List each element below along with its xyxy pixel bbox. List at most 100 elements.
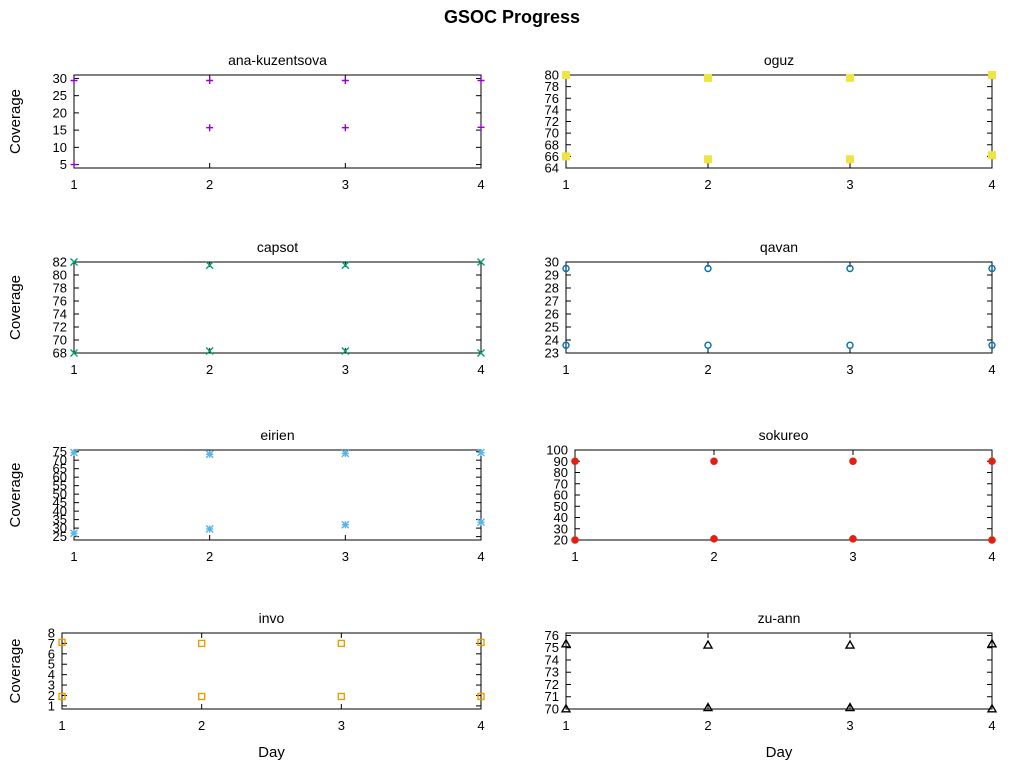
subplot-title: ana-kuzentsova [228, 52, 327, 68]
data-point-marker [846, 73, 854, 82]
y-tick-label: 30 [554, 521, 568, 536]
data-point-marker [560, 638, 572, 648]
data-point-marker [70, 529, 78, 538]
x-axis-label: Day [766, 744, 793, 761]
data-point-marker [562, 71, 570, 79]
x-tick-label: 3 [342, 549, 349, 564]
y-tick-label: 20 [554, 533, 568, 548]
data-point-marker [477, 518, 485, 527]
y-tick-label: 90 [554, 454, 568, 469]
y-tick-label: 76 [545, 628, 559, 643]
data-point-marker [702, 702, 714, 712]
x-tick-label: 2 [704, 718, 711, 733]
x-tick-label: 2 [206, 177, 213, 192]
plot-border [565, 632, 993, 710]
y-tick-label: 75 [545, 640, 559, 655]
x-tick-label: 2 [710, 549, 717, 564]
data-point-marker [704, 155, 712, 164]
data-point-marker [477, 448, 485, 457]
y-tick-label: 72 [53, 320, 67, 335]
data-point-marker [205, 524, 214, 533]
y-tick-label: 27 [545, 294, 559, 309]
plot-border [61, 632, 482, 710]
y-tick-label: 29 [545, 268, 559, 283]
x-tick-label: 4 [477, 718, 484, 733]
data-point-marker [70, 77, 78, 85]
x-tick-label: 3 [846, 718, 853, 733]
x-tick-label: 3 [849, 549, 856, 564]
x-tick-label: 1 [562, 718, 569, 733]
y-tick-label: 5 [48, 657, 55, 672]
data-point-marker [337, 692, 346, 701]
data-point-marker [206, 77, 214, 85]
y-tick-label: 28 [545, 281, 559, 296]
y-tick-label: 73 [545, 665, 559, 680]
data-point-marker [988, 341, 996, 349]
x-tick-label: 1 [58, 718, 65, 733]
y-tick-label: 25 [545, 320, 559, 335]
data-point-marker [562, 341, 570, 349]
y-tick-label: 80 [53, 268, 67, 283]
subplot-title: eirien [260, 427, 294, 443]
y-tick-label: 75 [53, 444, 67, 459]
data-point-marker [70, 349, 78, 357]
x-tick-label: 1 [70, 362, 77, 377]
data-point-marker [849, 457, 857, 466]
x-tick-label: 3 [846, 177, 853, 192]
y-tick-label: 70 [554, 476, 568, 491]
x-tick-label: 2 [704, 362, 711, 377]
y-tick-label: 70 [545, 702, 559, 717]
y-tick-label: 2 [48, 688, 55, 703]
plot-border [73, 74, 482, 169]
data-point-marker [844, 702, 856, 712]
data-point-marker [477, 77, 485, 85]
data-point-marker [341, 347, 350, 356]
data-point-marker [988, 536, 996, 544]
x-tick-label: 4 [477, 362, 484, 377]
data-point-marker [849, 535, 857, 543]
data-point-marker [704, 73, 712, 82]
x-tick-label: 3 [342, 362, 349, 377]
data-point-marker [846, 155, 854, 164]
data-point-marker [988, 151, 996, 160]
y-tick-label: 6 [48, 646, 55, 661]
subplot-title: oguz [764, 52, 794, 68]
data-point-marker [341, 77, 349, 85]
x-tick-label: 1 [562, 362, 569, 377]
subplot-title: invo [259, 610, 285, 626]
y-tick-label: 30 [545, 255, 559, 270]
data-point-marker [197, 639, 206, 648]
y-tick-label: 68 [53, 346, 67, 361]
y-tick-label: 25 [53, 88, 67, 103]
y-tick-label: 30 [53, 71, 67, 86]
y-tick-label: 3 [48, 678, 55, 693]
page-title: GSOC Progress [444, 7, 580, 27]
y-tick-label: 66 [545, 149, 559, 164]
y-tick-label: 20 [53, 105, 67, 120]
data-point-marker [477, 638, 485, 647]
plot-border [574, 449, 993, 541]
y-tick-label: 70 [53, 453, 67, 468]
data-point-marker [571, 536, 579, 544]
y-tick-label: 74 [53, 307, 67, 322]
data-point-marker [710, 535, 718, 543]
data-point-marker [986, 638, 998, 648]
y-tick-label: 78 [545, 79, 559, 94]
y-tick-label: 60 [53, 470, 67, 485]
x-tick-label: 4 [477, 549, 484, 564]
data-point-marker [560, 703, 572, 713]
data-point-marker [70, 448, 78, 457]
data-point-marker [205, 450, 214, 459]
x-tick-label: 4 [477, 177, 484, 192]
y-tick-label: 68 [545, 137, 559, 152]
data-point-marker [988, 71, 996, 79]
y-tick-label: 100 [546, 443, 568, 458]
plot-border [565, 261, 993, 354]
x-tick-label: 2 [198, 718, 205, 733]
